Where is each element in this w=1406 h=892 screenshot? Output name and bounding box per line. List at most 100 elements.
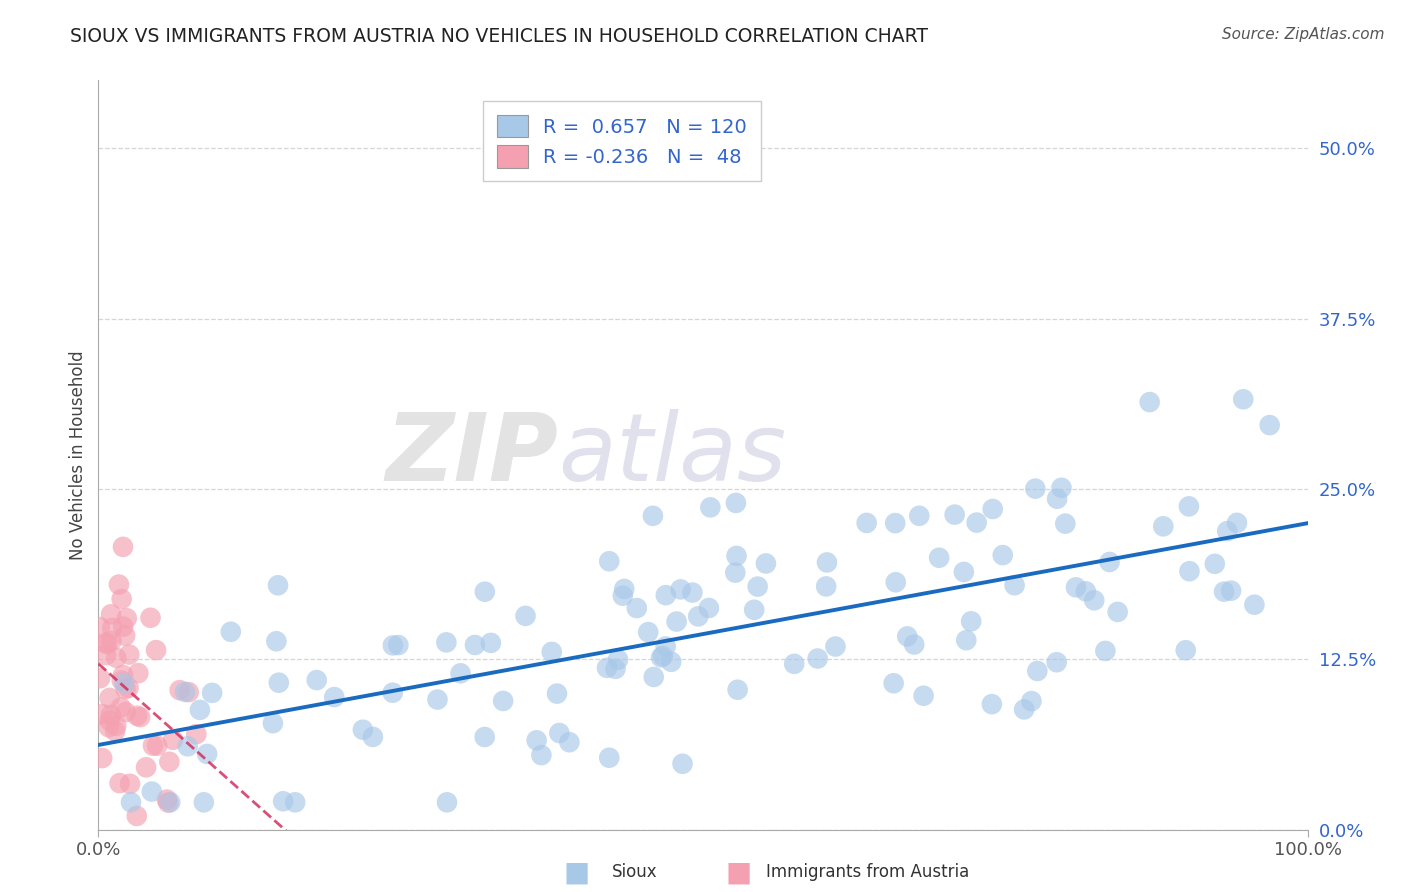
Immigrants from Austria	[156, 792, 179, 806]
Immigrants from Austria	[100, 607, 122, 622]
Immigrants from Austria	[115, 611, 138, 625]
Sioux	[598, 554, 620, 568]
Sioux	[1220, 583, 1243, 598]
Sioux	[1178, 500, 1201, 514]
Sioux	[176, 739, 198, 754]
Immigrants from Austria	[118, 777, 141, 791]
Sioux	[1026, 664, 1049, 678]
Sioux	[436, 795, 458, 809]
Sioux	[262, 716, 284, 731]
Sioux	[1213, 584, 1236, 599]
Sioux	[960, 615, 983, 629]
Sioux	[699, 500, 721, 515]
Sioux	[540, 645, 562, 659]
Sioux	[981, 502, 1004, 516]
Sioux	[980, 697, 1002, 711]
Immigrants from Austria	[146, 739, 169, 753]
Sioux	[352, 723, 374, 737]
Sioux	[1083, 593, 1105, 607]
Sioux	[855, 516, 877, 530]
Sioux	[626, 601, 648, 615]
Sioux	[671, 756, 693, 771]
Sioux	[267, 578, 290, 592]
Sioux	[1004, 578, 1026, 592]
Immigrants from Austria	[111, 540, 134, 554]
Immigrants from Austria	[177, 685, 200, 699]
Sioux	[1174, 643, 1197, 657]
Sioux	[1232, 392, 1254, 407]
Immigrants from Austria	[101, 621, 124, 635]
Sioux	[966, 516, 988, 530]
Sioux	[665, 615, 688, 629]
Sioux	[464, 638, 486, 652]
Sioux	[271, 794, 294, 808]
Immigrants from Austria	[105, 650, 128, 665]
Sioux	[141, 784, 163, 798]
Sioux	[955, 633, 977, 648]
Immigrants from Austria	[112, 619, 135, 633]
Immigrants from Austria	[139, 611, 162, 625]
Sioux	[305, 673, 328, 687]
Sioux	[815, 556, 838, 570]
Sioux	[558, 735, 581, 749]
Sioux	[546, 687, 568, 701]
Immigrants from Austria	[114, 629, 136, 643]
Sioux	[323, 690, 346, 705]
Sioux	[1046, 655, 1069, 669]
Immigrants from Austria	[135, 760, 157, 774]
Immigrants from Austria	[125, 809, 148, 823]
Immigrants from Austria	[162, 732, 184, 747]
Immigrants from Austria	[98, 690, 121, 705]
Immigrants from Austria	[117, 681, 139, 695]
Immigrants from Austria	[127, 708, 149, 723]
Sioux	[381, 686, 404, 700]
Sioux	[755, 557, 778, 571]
Sioux	[426, 692, 449, 706]
Sioux	[1054, 516, 1077, 531]
Sioux	[650, 650, 672, 665]
Sioux	[903, 638, 925, 652]
Immigrants from Austria	[104, 724, 127, 739]
Sioux	[1012, 702, 1035, 716]
Sioux	[991, 548, 1014, 562]
Sioux	[742, 603, 765, 617]
Sioux	[492, 694, 515, 708]
Sioux	[697, 601, 720, 615]
Sioux	[387, 638, 409, 652]
Sioux	[120, 795, 142, 809]
Immigrants from Austria	[169, 683, 191, 698]
Immigrants from Austria	[157, 755, 180, 769]
Sioux	[266, 634, 288, 648]
Sioux	[548, 726, 571, 740]
Sioux	[174, 685, 197, 699]
Sioux	[515, 608, 537, 623]
Sioux	[654, 640, 676, 654]
Sioux	[896, 629, 918, 643]
Sioux	[637, 625, 659, 640]
Sioux	[884, 516, 907, 530]
Immigrants from Austria	[94, 648, 117, 662]
Sioux	[1216, 524, 1239, 538]
Sioux	[883, 676, 905, 690]
Legend: R =  0.657   N = 120, R = -0.236   N =  48: R = 0.657 N = 120, R = -0.236 N = 48	[484, 101, 761, 181]
Sioux	[641, 508, 664, 523]
Immigrants from Austria	[186, 727, 208, 741]
Sioux	[659, 655, 682, 669]
Sioux	[605, 662, 627, 676]
Text: SIOUX VS IMMIGRANTS FROM AUSTRIA NO VEHICLES IN HOUSEHOLD CORRELATION CHART: SIOUX VS IMMIGRANTS FROM AUSTRIA NO VEHI…	[70, 27, 928, 45]
Sioux	[724, 496, 747, 510]
Text: Immigrants from Austria: Immigrants from Austria	[766, 863, 970, 881]
Sioux	[284, 795, 307, 809]
Sioux	[953, 565, 976, 579]
Sioux	[1021, 694, 1043, 708]
Sioux	[193, 795, 215, 809]
Sioux	[195, 747, 218, 761]
Sioux	[884, 575, 907, 590]
Sioux	[201, 686, 224, 700]
Immigrants from Austria	[89, 620, 111, 634]
Immigrants from Austria	[142, 739, 165, 753]
Immigrants from Austria	[100, 707, 122, 722]
Immigrants from Austria	[114, 705, 136, 719]
Sioux	[381, 639, 404, 653]
Text: ZIP: ZIP	[385, 409, 558, 501]
